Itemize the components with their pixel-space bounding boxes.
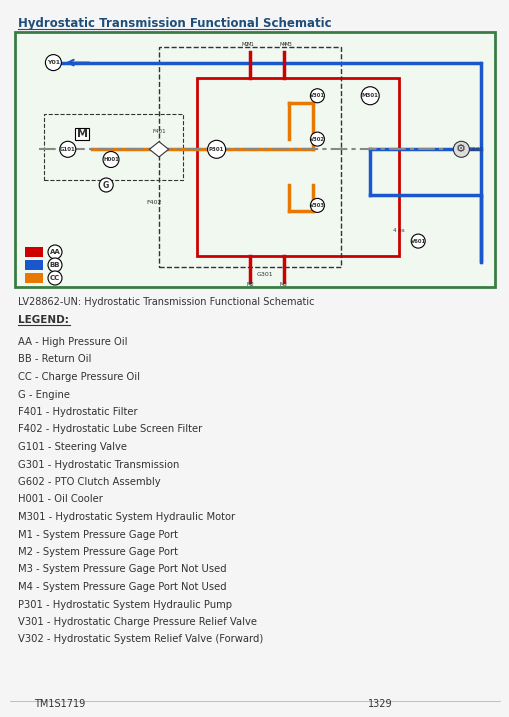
Text: H001: H001 — [103, 157, 119, 162]
Text: V301: V301 — [309, 93, 324, 98]
Text: 1329: 1329 — [367, 699, 391, 709]
Bar — [25, 273, 43, 283]
Text: G101: G101 — [60, 147, 75, 152]
Text: M4 - System Pressure Gage Port Not Used: M4 - System Pressure Gage Port Not Used — [18, 582, 226, 592]
Text: LEGEND:: LEGEND: — [18, 315, 69, 325]
Text: V302 - Hydrostatic System Relief Valve (Forward): V302 - Hydrostatic System Relief Valve (… — [18, 635, 263, 645]
Text: V301 - Hydrostatic Charge Pressure Relief Valve: V301 - Hydrostatic Charge Pressure Relie… — [18, 617, 257, 627]
Text: G602: G602 — [467, 147, 482, 152]
Text: M2: M2 — [246, 282, 253, 287]
Text: CC: CC — [50, 275, 60, 281]
Circle shape — [453, 141, 468, 157]
Circle shape — [45, 54, 61, 70]
Circle shape — [48, 271, 62, 285]
Text: G301 - Hydrostatic Transmission: G301 - Hydrostatic Transmission — [18, 460, 179, 470]
Text: 4 ps: 4 ps — [392, 229, 404, 234]
Text: M2 - System Pressure Gage Port: M2 - System Pressure Gage Port — [18, 547, 178, 557]
Text: H001 - Oil Cooler: H001 - Oil Cooler — [18, 495, 103, 505]
Text: LV28862-UN: Hydrostatic Transmission Functional Schematic: LV28862-UN: Hydrostatic Transmission Fun… — [18, 297, 314, 307]
Text: M3: M3 — [279, 282, 287, 287]
Text: M1: M1 — [246, 42, 253, 47]
Circle shape — [310, 89, 324, 103]
Text: G301: G301 — [256, 272, 272, 277]
Text: Hydrostatic Transmission Functional Schematic: Hydrostatic Transmission Functional Sche… — [18, 17, 331, 30]
Text: V302: V302 — [309, 137, 324, 141]
Text: Y01: Y01 — [47, 60, 60, 65]
Circle shape — [99, 178, 113, 192]
Text: F401 - Hydrostatic Filter: F401 - Hydrostatic Filter — [18, 407, 137, 417]
Bar — [44, 113, 183, 180]
Text: BB: BB — [50, 262, 60, 268]
Text: F402: F402 — [146, 200, 162, 205]
Text: G101 - Steering Valve: G101 - Steering Valve — [18, 442, 127, 452]
Circle shape — [310, 132, 324, 146]
Text: AA: AA — [49, 249, 60, 255]
Circle shape — [310, 199, 324, 212]
Circle shape — [207, 141, 225, 158]
Bar — [197, 78, 398, 257]
Polygon shape — [149, 142, 168, 157]
Text: M3: M3 — [285, 42, 292, 47]
Text: F401: F401 — [152, 129, 165, 134]
Text: G: G — [103, 181, 109, 189]
Text: BB - Return Oil: BB - Return Oil — [18, 354, 91, 364]
Circle shape — [48, 245, 62, 259]
Text: M301 - Hydrostatic System Hydraulic Motor: M301 - Hydrostatic System Hydraulic Moto… — [18, 512, 235, 522]
Bar — [159, 47, 341, 267]
Text: CC - Charge Pressure Oil: CC - Charge Pressure Oil — [18, 372, 140, 382]
Text: M301: M301 — [361, 93, 378, 98]
Text: G602 - PTO Clutch Assembly: G602 - PTO Clutch Assembly — [18, 477, 160, 487]
Bar — [25, 260, 43, 270]
Circle shape — [103, 151, 119, 168]
Text: P301: P301 — [209, 147, 224, 152]
Bar — [75, 128, 89, 141]
Text: M3 - System Pressure Gage Port Not Used: M3 - System Pressure Gage Port Not Used — [18, 564, 226, 574]
Text: TM1S1719: TM1S1719 — [34, 699, 86, 709]
Text: V601: V601 — [410, 239, 425, 244]
Text: V303: V303 — [309, 203, 324, 208]
Circle shape — [48, 258, 62, 272]
Text: AA - High Pressure Oil: AA - High Pressure Oil — [18, 337, 127, 347]
Text: F402 - Hydrostatic Lube Screen Filter: F402 - Hydrostatic Lube Screen Filter — [18, 424, 202, 435]
Circle shape — [410, 234, 425, 248]
Text: P301 - Hydrostatic System Hydraulic Pump: P301 - Hydrostatic System Hydraulic Pump — [18, 599, 232, 609]
Text: M: M — [76, 129, 88, 139]
Bar — [25, 247, 43, 257]
Text: G - Engine: G - Engine — [18, 389, 70, 399]
Text: M4: M4 — [279, 42, 287, 47]
Text: M1 - System Pressure Gage Port: M1 - System Pressure Gage Port — [18, 529, 178, 539]
Text: M2: M2 — [241, 42, 249, 47]
FancyBboxPatch shape — [15, 32, 494, 287]
Circle shape — [60, 141, 76, 157]
Text: ⚙: ⚙ — [456, 144, 466, 154]
Circle shape — [360, 87, 379, 105]
